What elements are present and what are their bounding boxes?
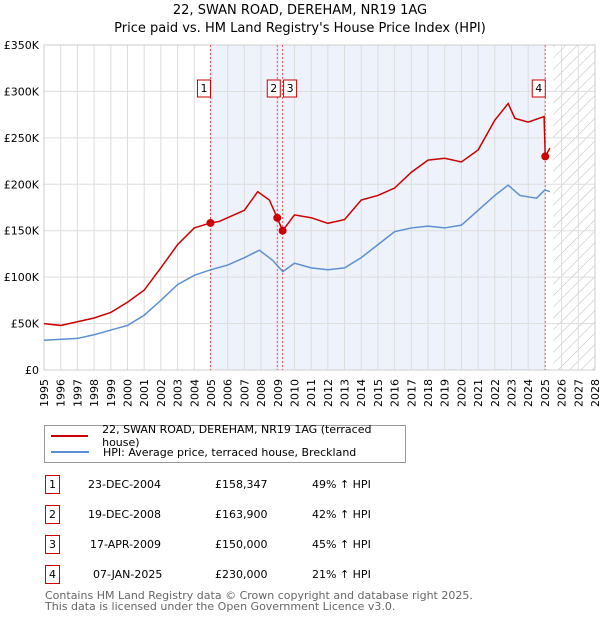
- sale-label-box: [531, 79, 546, 98]
- series-line: [43, 184, 551, 342]
- sale-price: £158,347: [215, 478, 268, 491]
- x-tick-label: 2026: [556, 379, 569, 407]
- x-tick-label: 2024: [522, 379, 535, 407]
- x-tick-label: 2010: [288, 379, 301, 407]
- legend-item-property: 22, SWAN ROAD, DEREHAM, NR19 1AG (terrac…: [51, 423, 405, 449]
- sale-hpi-diff: 45% ↑ HPI: [312, 538, 371, 551]
- x-tick-label: 2028: [589, 379, 600, 407]
- plot-frame: [43, 44, 596, 371]
- legend-swatch: [51, 451, 89, 453]
- sale-point: [278, 226, 287, 235]
- sale-date: 17-APR-2009: [90, 538, 162, 551]
- x-tick-label: 2013: [339, 379, 352, 407]
- x-tick-label: 2005: [205, 379, 218, 407]
- y-tick-label: £200K: [4, 178, 40, 191]
- x-tick-label: 2014: [355, 379, 368, 407]
- x-tick-label: 2006: [222, 379, 235, 407]
- x-tick-label: 1999: [105, 379, 118, 407]
- y-tick-label: £300K: [4, 85, 40, 98]
- x-tick-label: 2017: [405, 379, 418, 407]
- chart-title: 22, SWAN ROAD, DEREHAM, NR19 1AG: [172, 3, 428, 18]
- sale-hpi-diff: 49% ↑ HPI: [312, 478, 371, 491]
- x-tick-label: 2000: [121, 379, 134, 407]
- x-tick-label: 2018: [422, 379, 435, 407]
- x-tick-label: 2009: [272, 379, 285, 407]
- x-tick-label: 2025: [539, 379, 552, 407]
- x-tick-label: 2001: [138, 379, 151, 407]
- footer-line: This data is licensed under the Open Gov…: [45, 600, 396, 613]
- sale-price: £150,000: [215, 538, 268, 551]
- sale-number: 2: [45, 505, 60, 524]
- y-tick-label: £150K: [4, 225, 40, 238]
- y-tick-label: £100K: [4, 271, 40, 284]
- series-line: [43, 102, 551, 327]
- sale-point: [273, 213, 282, 222]
- table-row: 3 17-APR-2009 £150,000 45% ↑ HPI: [0, 535, 600, 555]
- sale-hpi-diff: 21% ↑ HPI: [312, 568, 371, 581]
- sale-price: £163,900: [215, 508, 268, 521]
- x-tick-label: 2022: [489, 379, 502, 407]
- sale-number: 3: [45, 535, 60, 554]
- forecast-hatch: [553, 45, 595, 370]
- sale-label: 1: [200, 82, 207, 95]
- footer-line: Contains HM Land Registry data © Crown c…: [45, 589, 473, 602]
- x-tick-label: 2007: [238, 379, 251, 407]
- x-tick-label: 2012: [322, 379, 335, 407]
- sale-label: 4: [535, 82, 542, 95]
- y-tick-label: £350K: [4, 39, 40, 52]
- x-tick-label: 1998: [88, 379, 101, 407]
- sale-label-box: [266, 79, 281, 98]
- x-tick-label: 2021: [472, 379, 485, 407]
- sale-hpi-diff: 42% ↑ HPI: [312, 508, 371, 521]
- legend: 22, SWAN ROAD, DEREHAM, NR19 1AG (terrac…: [44, 423, 406, 463]
- x-tick-label: 1997: [71, 379, 84, 407]
- x-tick-label: 1996: [55, 379, 68, 407]
- sale-date: 19-DEC-2008: [88, 508, 162, 521]
- sale-label: 2: [270, 82, 277, 95]
- table-row: 1 23-DEC-2004 £158,347 49% ↑ HPI: [0, 475, 600, 495]
- legend-item-hpi: HPI: Average price, terraced house, Brec…: [51, 444, 356, 460]
- x-tick-label: 2004: [188, 379, 201, 407]
- sale-number: 4: [45, 565, 60, 584]
- x-tick-label: 2002: [155, 379, 168, 407]
- x-tick-label: 2019: [439, 379, 452, 407]
- y-tick-label: £250K: [4, 132, 40, 145]
- x-tick-label: 2016: [389, 379, 402, 407]
- y-tick-label: £50K: [11, 318, 40, 331]
- legend-swatch: [51, 435, 89, 437]
- table-row: 4 07-JAN-2025 £230,000 21% ↑ HPI: [0, 565, 600, 585]
- sale-label: 3: [287, 82, 294, 95]
- sale-point: [206, 218, 215, 227]
- x-tick-label: 2003: [172, 379, 185, 407]
- chart-subtitle: Price paid vs. HM Land Registry's House …: [114, 21, 486, 36]
- x-tick-label: 2027: [572, 379, 585, 407]
- x-tick-label: 2008: [255, 379, 268, 407]
- legend-label: HPI: Average price, terraced house, Brec…: [103, 445, 357, 459]
- sale-date: 23-DEC-2004: [88, 478, 162, 491]
- x-tick-label: 2011: [305, 379, 318, 407]
- sale-price: £230,000: [215, 568, 268, 581]
- x-tick-label: 1995: [38, 379, 51, 407]
- sale-label-box: [283, 79, 298, 98]
- y-tick-label: £0: [25, 364, 39, 377]
- sale-point: [541, 152, 550, 161]
- legend-label: 22, SWAN ROAD, DEREHAM, NR19 1AG (terrac…: [102, 423, 372, 449]
- table-row: 2 19-DEC-2008 £163,900 42% ↑ HPI: [0, 505, 600, 525]
- x-tick-label: 2015: [372, 379, 385, 407]
- sale-number: 1: [45, 475, 60, 494]
- sale-label-box: [196, 79, 211, 98]
- price-chart: 1995 1996 1997 1998 1999 2000 2001 2002 2003 2004…: [4, 39, 600, 407]
- x-tick-label: 2020: [455, 379, 468, 407]
- x-tick-label: 2023: [506, 379, 519, 407]
- sale-date: 07-JAN-2025: [93, 568, 163, 581]
